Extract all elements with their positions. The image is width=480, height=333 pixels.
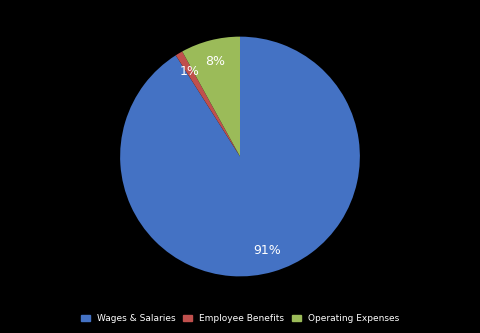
Text: 91%: 91% [253,244,281,257]
Wedge shape [176,52,240,157]
Text: 1%: 1% [180,65,200,78]
Wedge shape [120,37,360,276]
Legend: Wages & Salaries, Employee Benefits, Operating Expenses: Wages & Salaries, Employee Benefits, Ope… [78,311,402,326]
Text: 8%: 8% [205,55,226,68]
Wedge shape [182,37,240,157]
